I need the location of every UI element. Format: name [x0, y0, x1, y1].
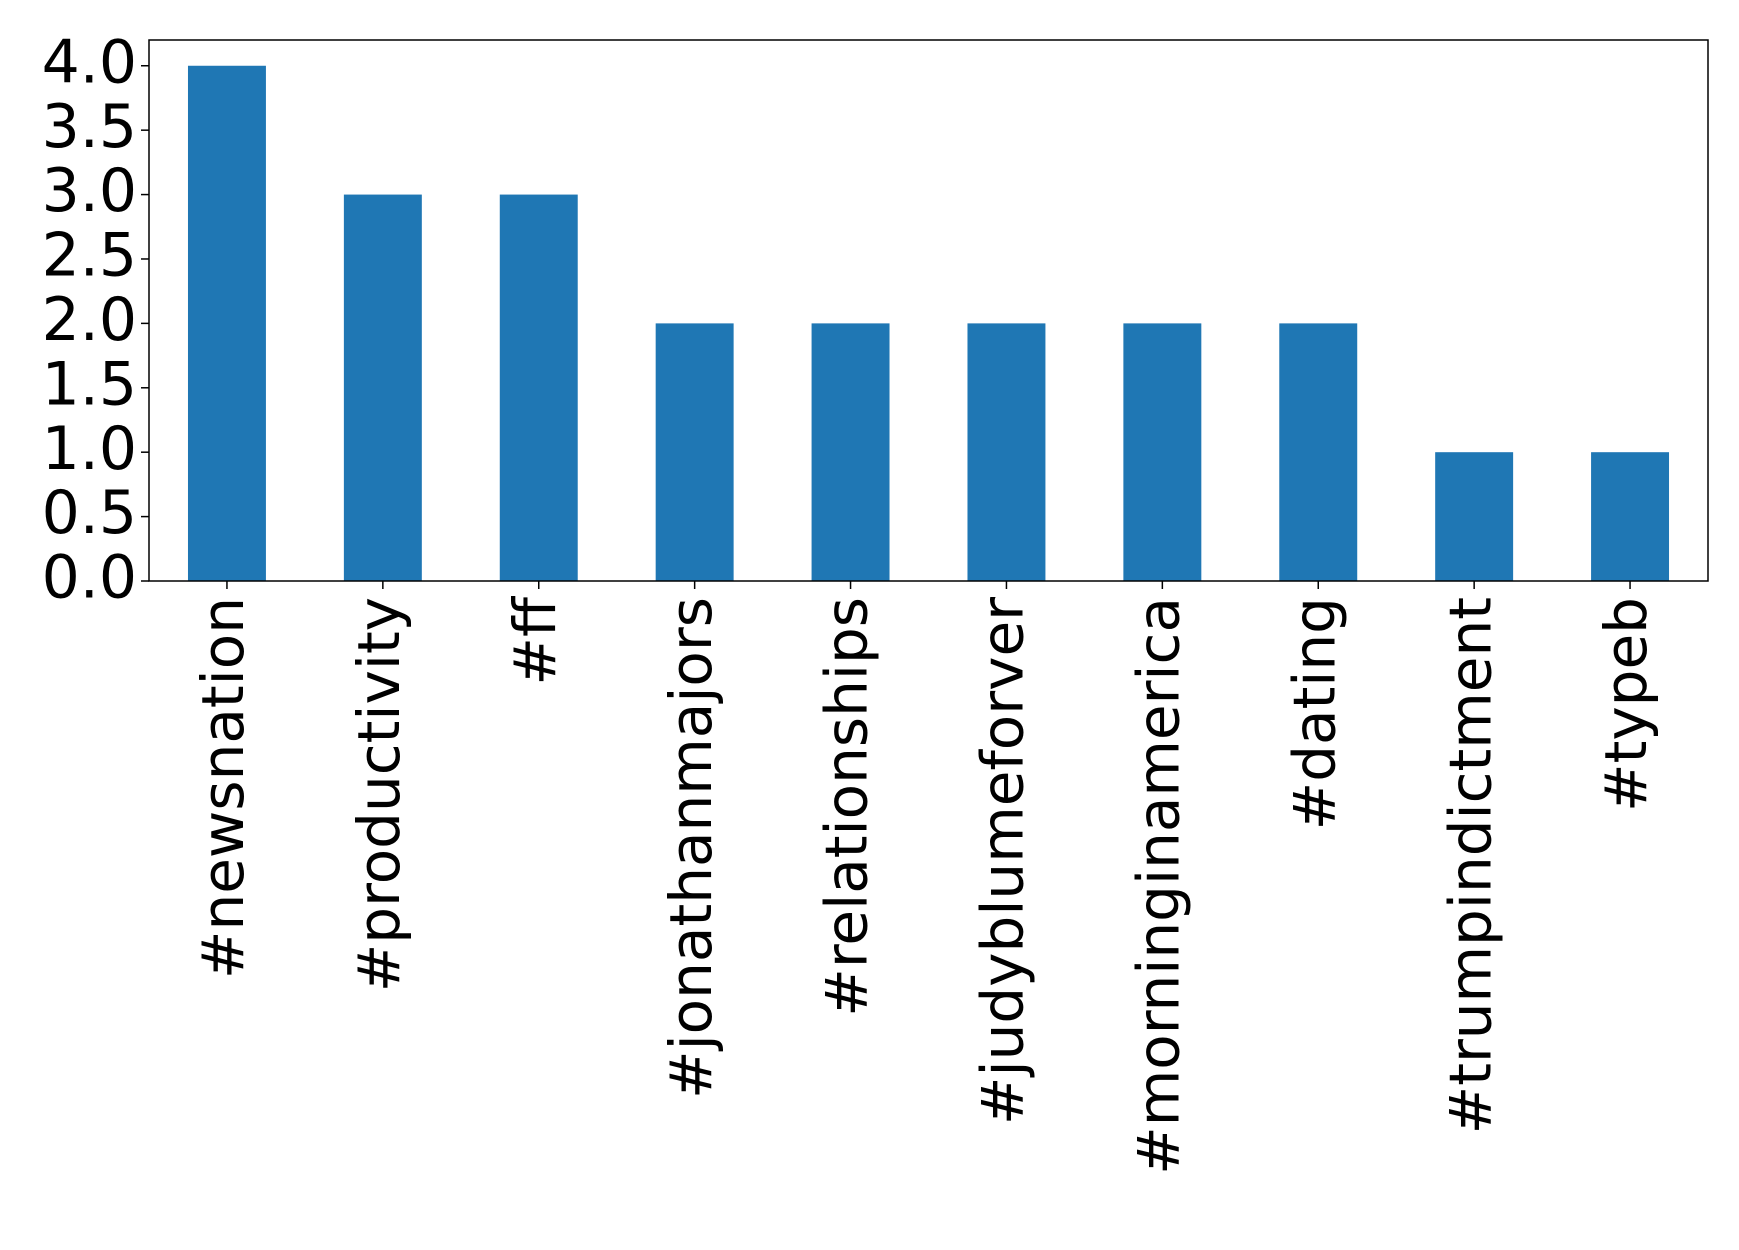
- y-tick-label: 0.5: [42, 478, 137, 548]
- bar: [343, 194, 422, 582]
- y-tick-label: 3.5: [42, 92, 137, 162]
- bar: [967, 323, 1046, 581]
- x-tick-label: #typeb: [1592, 597, 1660, 812]
- y-tick-label: 4.0: [42, 27, 137, 97]
- bar: [499, 194, 578, 582]
- x-tick-label: #ff: [501, 595, 569, 686]
- bar: [1123, 323, 1202, 581]
- bar: [1435, 452, 1514, 581]
- x-tick-label: #trumpindictment: [1436, 597, 1504, 1134]
- bar: [1591, 452, 1670, 581]
- bar: [187, 65, 266, 581]
- x-tick-label: #judyblumeforver: [969, 597, 1037, 1125]
- x-tick-label: #productivity: [345, 597, 413, 992]
- y-tick-label: 2.0: [42, 285, 137, 355]
- x-tick-label: #newsnation: [189, 597, 257, 979]
- x-tick-label: #morninginamerica: [1124, 597, 1192, 1175]
- y-tick-label: 2.5: [42, 221, 137, 291]
- plot-frame: [148, 39, 1709, 582]
- y-tick-label: 3.0: [42, 156, 137, 226]
- x-tick-label: #jonathanmajors: [657, 597, 725, 1099]
- bar: [1279, 323, 1358, 581]
- x-tick-label: #relationships: [813, 597, 881, 1017]
- bar: [811, 323, 890, 581]
- y-tick-label: 0.0: [42, 543, 137, 613]
- y-tick-label: 1.0: [42, 414, 137, 484]
- y-tick-label: 1.5: [42, 349, 137, 419]
- x-tick-label: #dating: [1280, 597, 1348, 830]
- bar: [655, 323, 734, 581]
